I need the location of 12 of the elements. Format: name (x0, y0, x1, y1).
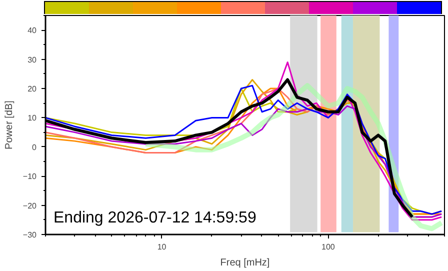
y-tick-label: 40 (28, 26, 38, 36)
y-tick-label: 30 (28, 55, 38, 64)
y-axis-title: Power [dB] (4, 100, 15, 150)
x-tick-label: 100 (322, 242, 336, 252)
y-tick-label: −20 (22, 201, 38, 210)
y-tick-label: −10 (22, 172, 38, 182)
x-axis-title: Freq [mHz] (220, 258, 270, 268)
y-tick-label: −30 (22, 230, 38, 240)
y-tick-label: 20 (28, 84, 38, 94)
y-tick-label: 10 (28, 114, 38, 123)
annotation: Ending 2026-07-12 14:59:59 (54, 210, 256, 226)
y-tick-label: 0 (32, 142, 38, 152)
